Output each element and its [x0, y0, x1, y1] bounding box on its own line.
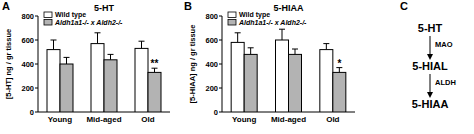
y-tick	[219, 88, 222, 89]
y-tick-label: 600	[21, 36, 34, 45]
bar	[47, 50, 60, 112]
error-bar	[295, 49, 296, 54]
error-bar	[53, 40, 54, 50]
node: 5-HT	[418, 22, 443, 34]
bar	[135, 48, 148, 112]
legend-swatch	[44, 20, 52, 26]
y-tick	[219, 64, 222, 65]
y-tick-label: 0	[214, 108, 218, 117]
node: 5-HIAA	[412, 98, 449, 110]
y-tick	[219, 112, 222, 113]
x-tick-label: Old	[326, 115, 339, 124]
panel: A 5-HT [5-HT] ng / gr tissue 0 200 400 600 800 Y…	[2, 0, 170, 124]
error-cap	[279, 29, 285, 30]
legend-swatch	[228, 12, 236, 18]
y-tick-label: 400	[205, 60, 218, 69]
error-cap	[108, 54, 114, 55]
y-tick-label: 400	[21, 60, 34, 69]
x-tick-label: Old	[141, 115, 154, 124]
bar	[104, 60, 117, 112]
y-tick	[35, 64, 38, 65]
panel-letter: C	[400, 0, 408, 12]
enzyme-label: MAO	[435, 40, 453, 49]
bar	[320, 50, 333, 112]
significance: *	[337, 58, 341, 69]
y-tick-label: 600	[205, 36, 218, 45]
node: 5-HIAL	[412, 60, 448, 72]
x-tick-label: Mid-aged	[86, 115, 121, 124]
figure: A 5-HT [5-HT] ng / gr tissue 0 200 400 600 800 Y…	[0, 0, 474, 134]
error-bar	[282, 29, 283, 40]
y-tick-label: 800	[21, 12, 34, 21]
y-label: [5-HT] ng / gr tissue	[4, 29, 13, 99]
x-tick-label: Young	[48, 115, 72, 124]
error-cap	[235, 32, 241, 33]
y-tick	[35, 16, 38, 17]
significance: **	[151, 58, 159, 69]
error-bar	[97, 33, 98, 44]
title: 5-HT	[94, 3, 115, 13]
y-tick-label: 0	[30, 108, 34, 117]
error-cap	[248, 47, 254, 48]
y-tick-label: 200	[21, 84, 34, 93]
bar	[276, 40, 289, 112]
y-tick	[219, 40, 222, 41]
y-tick	[219, 16, 222, 17]
y-label: [5-HIAA] ng / gr tissue	[188, 25, 197, 104]
error-cap	[95, 32, 101, 33]
bars	[231, 29, 346, 112]
title: 5-HIAA	[273, 3, 304, 13]
legend-label: Aldh1a1-/- x Aldh2-/-	[54, 19, 123, 26]
panel: B 5-HIAA [5-HIAA] ng / gr tissue 0 200 400 600…	[184, 0, 355, 124]
x-tick-label: Mid-aged	[271, 115, 306, 124]
bar	[91, 44, 104, 112]
error-bar	[66, 57, 67, 64]
y-tick	[35, 40, 38, 41]
panel-letter: A	[2, 0, 10, 12]
bar	[231, 42, 244, 112]
error-bar	[141, 41, 142, 48]
y-tick-label: 800	[205, 12, 218, 21]
panel-letter: B	[184, 0, 192, 12]
error-cap	[64, 57, 70, 58]
legend-swatch	[228, 20, 236, 26]
arrow	[430, 36, 431, 57]
bar	[244, 54, 257, 112]
enzyme-label: ALDH	[435, 78, 456, 87]
bars	[47, 33, 161, 112]
x-tick-label: Young	[232, 115, 256, 124]
error-bar	[110, 54, 111, 59]
y-tick-label: 200	[205, 84, 218, 93]
error-cap	[323, 43, 329, 44]
error-cap	[51, 40, 57, 41]
bar	[60, 64, 73, 112]
arrow	[430, 74, 431, 95]
error-bar	[250, 48, 251, 55]
y-tick	[35, 88, 38, 89]
pathway-diagram: C 5-HT 5-HIAL 5-HIAA MAO ALDH	[400, 0, 456, 110]
error-cap	[139, 41, 145, 42]
bar	[289, 54, 302, 112]
y-tick	[35, 112, 38, 113]
error-cap	[292, 49, 298, 50]
bar	[333, 72, 346, 112]
error-bar	[237, 33, 238, 43]
legend-label: Aldh1a1-/- x Aldh2-/-	[238, 19, 307, 26]
bar	[148, 72, 161, 112]
legend-swatch	[44, 12, 52, 18]
error-bar	[326, 44, 327, 50]
